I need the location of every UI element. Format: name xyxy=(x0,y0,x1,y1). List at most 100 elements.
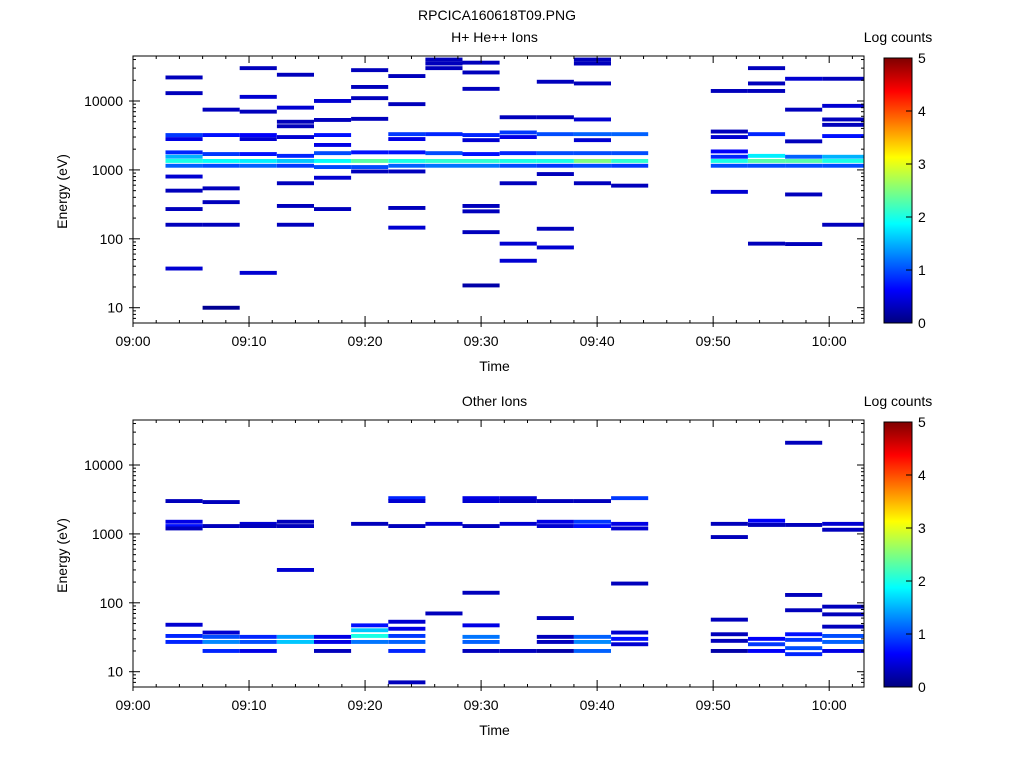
heatmap-cell xyxy=(822,159,864,163)
heatmap-cell xyxy=(611,151,649,156)
heatmap-cell xyxy=(785,154,823,159)
colorbar-gradient xyxy=(883,421,913,688)
heatmap-cell xyxy=(611,630,649,635)
heatmap-cell xyxy=(536,499,574,503)
heatmap-cell xyxy=(611,636,649,641)
heatmap-cell xyxy=(276,181,314,186)
plot-frame xyxy=(132,419,865,688)
heatmap-cell xyxy=(462,623,500,628)
heatmap-cell xyxy=(165,207,203,211)
heatmap-cell xyxy=(202,222,240,227)
y-tick-label: 1000 xyxy=(92,526,123,542)
heatmap-cell xyxy=(388,680,426,685)
heatmap-cell xyxy=(165,499,203,503)
heatmap-cell xyxy=(748,159,786,163)
colorbar-tick-label: 0 xyxy=(918,315,926,331)
heatmap-cell xyxy=(573,132,611,137)
heatmap-cell xyxy=(822,103,864,108)
colorbar-tick-label: 1 xyxy=(918,626,926,642)
heatmap-cell xyxy=(425,66,463,71)
heatmap-cell xyxy=(536,226,574,231)
heatmap-cell xyxy=(710,521,748,526)
heatmap-cell xyxy=(202,159,240,163)
heatmap-cell xyxy=(822,612,864,617)
heatmap-cell xyxy=(462,209,500,214)
heatmap-cell xyxy=(388,524,426,528)
heatmap-cell xyxy=(748,642,786,647)
heatmap-cell xyxy=(276,204,314,208)
heatmap-cell xyxy=(573,81,611,86)
heatmap-cell xyxy=(499,496,537,501)
heatmap-cell xyxy=(351,640,389,644)
heatmap-cell xyxy=(573,138,611,143)
y-tick-label: 10 xyxy=(107,300,123,316)
heatmap-cell xyxy=(710,149,748,154)
y-tick-label: 10000 xyxy=(84,93,123,109)
heatmap-cell xyxy=(710,154,748,159)
heatmap-cell xyxy=(276,135,314,139)
heatmap-cell xyxy=(748,163,786,168)
heatmap-cell xyxy=(165,137,203,141)
colorbar-tick-label: 4 xyxy=(918,103,926,119)
heatmap-cell xyxy=(165,154,203,159)
heatmap-cell xyxy=(202,649,240,653)
heatmap-cell xyxy=(165,150,203,155)
heatmap-cell xyxy=(573,499,611,503)
heatmap-cell xyxy=(388,74,426,78)
heatmap-cell xyxy=(202,107,240,112)
y-tick-label: 10000 xyxy=(84,457,123,473)
heatmap-cell xyxy=(165,526,203,531)
heatmap-cell xyxy=(499,115,537,120)
heatmap-cell xyxy=(276,222,314,227)
heatmap-cell xyxy=(388,634,426,638)
heatmap-cell xyxy=(388,150,426,155)
heatmap-cell xyxy=(822,527,864,532)
heatmap-cell xyxy=(351,116,389,121)
heatmap-cell xyxy=(351,634,389,638)
heatmap-cell xyxy=(202,163,240,168)
heatmap-cell xyxy=(165,266,203,271)
heatmap-cell xyxy=(499,135,537,139)
heatmap-cell xyxy=(822,163,864,168)
heatmap-cell xyxy=(822,122,864,127)
y-tick-label: 100 xyxy=(100,595,124,611)
heatmap-cell xyxy=(536,115,574,120)
x-axis-label: Time xyxy=(479,358,510,374)
heatmap-cell xyxy=(314,143,352,147)
heatmap-cell xyxy=(239,152,277,156)
heatmap-cell xyxy=(748,636,786,641)
heatmap-cell xyxy=(425,151,463,156)
heatmap-cell xyxy=(785,632,823,637)
y-axis-label: Energy (eV) xyxy=(54,518,70,593)
x-tick-label: 09:10 xyxy=(232,697,267,713)
heatmap-cell xyxy=(202,500,240,504)
heatmap-cell xyxy=(611,581,649,586)
heatmap-cell xyxy=(573,57,611,62)
heatmap-cell xyxy=(462,230,500,235)
heatmap-cell xyxy=(573,634,611,639)
heatmap-cell xyxy=(462,649,500,653)
heatmap-cell xyxy=(314,207,352,211)
heatmap-cell xyxy=(462,640,500,644)
heatmap-cell xyxy=(462,138,500,143)
colorbar-tick-label: 2 xyxy=(918,573,926,589)
heatmap-cell xyxy=(314,133,352,137)
heatmap-cell xyxy=(748,518,786,523)
heatmap-cell xyxy=(785,608,823,613)
heatmap-cell xyxy=(276,105,314,110)
heatmap-cell xyxy=(165,524,203,528)
heatmap-cell xyxy=(573,524,611,528)
heatmap-cell xyxy=(314,640,352,644)
heatmap-cell xyxy=(314,165,352,169)
heatmap-cell xyxy=(351,521,389,526)
heatmap-cell xyxy=(462,133,500,137)
heatmap-cell xyxy=(611,642,649,647)
x-tick-label: 09:00 xyxy=(115,697,150,713)
heatmap-cell xyxy=(785,440,823,445)
heatmap-cell xyxy=(710,163,748,168)
heatmap-cell xyxy=(239,109,277,114)
heatmap-cell xyxy=(462,86,500,91)
heatmap-cell xyxy=(351,165,389,169)
heatmap-cell xyxy=(388,132,426,137)
